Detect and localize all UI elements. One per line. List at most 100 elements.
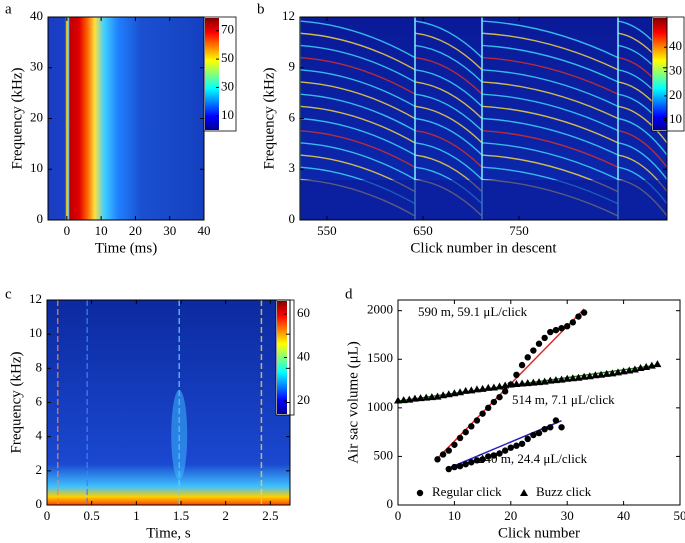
circle-marker xyxy=(456,434,464,442)
spectrogram-texture xyxy=(299,56,416,95)
circle-marker xyxy=(468,459,475,466)
spectrogram-texture xyxy=(414,105,483,144)
y-tick-label: 4 xyxy=(36,428,43,443)
triangle-marker xyxy=(439,391,448,399)
triangle-marker xyxy=(597,370,606,378)
circle-marker xyxy=(496,450,503,457)
y-tick-label: 0 xyxy=(289,211,296,226)
circle-marker xyxy=(479,410,486,417)
y-tick-label: 10 xyxy=(29,325,42,340)
colorbar-tick-label: 30 xyxy=(669,63,682,78)
y-axis-label: Frequency (kHz) xyxy=(261,67,277,169)
panel-label: d xyxy=(345,286,353,302)
y-tick-label: 2000 xyxy=(367,302,393,317)
legend-label: Buzz click xyxy=(536,484,592,499)
spectrogram-texture xyxy=(414,32,483,71)
triangle-marker xyxy=(568,374,577,382)
spectrogram-texture xyxy=(414,20,483,59)
circle-marker xyxy=(434,456,441,463)
y-tick-label: 0 xyxy=(387,496,394,511)
colorbar xyxy=(205,18,219,130)
triangle-marker xyxy=(518,379,527,387)
y-tick-label: 0 xyxy=(37,211,44,226)
x-axis-label: Time, s xyxy=(146,525,191,541)
spectrogram-texture xyxy=(481,93,619,132)
circle-marker xyxy=(485,404,492,412)
y-tick-label: 0 xyxy=(36,496,43,511)
spectrogram-texture xyxy=(299,81,416,120)
colorbar-tick-label: 40 xyxy=(669,38,682,53)
colorbar-tick-label: 10 xyxy=(669,111,682,126)
fit-annotation: 514 m, 7.1 μL/click xyxy=(512,392,615,407)
spectrogram-texture xyxy=(299,93,416,132)
spectrogram-texture xyxy=(414,81,483,120)
circle-marker xyxy=(558,424,565,431)
triangle-marker xyxy=(653,360,662,368)
triangle-marker xyxy=(613,368,622,376)
spectrogram-texture xyxy=(481,105,619,144)
y-tick-label: 6 xyxy=(289,109,296,124)
x-tick-label: 20 xyxy=(504,508,517,523)
circle-marker xyxy=(518,361,526,369)
circle-marker xyxy=(524,435,531,443)
circle-marker xyxy=(496,393,503,401)
x-tick-label: 0 xyxy=(64,223,71,238)
spectrogram-texture xyxy=(617,105,668,144)
triangle-marker xyxy=(591,371,600,379)
triangle-marker xyxy=(422,393,431,401)
circle-marker xyxy=(507,444,514,451)
spectrogram-texture xyxy=(299,129,416,168)
panel-label: a xyxy=(5,1,12,17)
panel-label: b xyxy=(257,1,265,17)
y-tick-label: 8 xyxy=(36,359,43,374)
circle-marker xyxy=(530,431,537,439)
triangle-marker xyxy=(546,376,555,384)
x-tick-label: 1.5 xyxy=(173,508,189,523)
spectrogram-texture xyxy=(300,180,667,220)
spectrogram xyxy=(48,17,204,220)
triangle-marker xyxy=(416,394,425,402)
spectrogram-texture xyxy=(481,69,619,107)
fit-annotation: 240 m, 24.4 μL/click xyxy=(478,451,588,466)
circle-marker xyxy=(501,447,509,454)
circle-marker xyxy=(541,426,548,433)
triangle-marker xyxy=(405,395,414,403)
circle-marker xyxy=(547,424,554,431)
spectrogram-texture xyxy=(617,142,668,180)
x-tick-label: 10 xyxy=(95,223,108,238)
triangle-marker xyxy=(484,383,493,391)
x-tick-label: 550 xyxy=(317,223,337,238)
spectrogram-texture xyxy=(481,20,619,59)
triangle-marker xyxy=(450,389,459,397)
circle-marker xyxy=(541,334,548,342)
colorbar xyxy=(653,18,667,130)
y-axis-label: Frequency (kHz) xyxy=(8,351,24,453)
circle-marker xyxy=(518,440,526,447)
spectrogram-texture xyxy=(299,69,416,107)
x-axis-label: Click number in descent xyxy=(410,240,557,256)
circle-marker xyxy=(468,423,475,430)
triangle-marker xyxy=(495,382,504,390)
triangle-marker xyxy=(501,381,510,389)
spectrogram-texture xyxy=(481,129,619,168)
circle-marker xyxy=(580,309,588,316)
x-tick-label: 0 xyxy=(44,508,51,523)
spectrogram-texture xyxy=(299,142,416,181)
y-tick-label: 20 xyxy=(30,109,43,124)
circle-marker xyxy=(490,398,498,406)
x-tick-label: 2 xyxy=(222,508,229,523)
circle-marker xyxy=(451,463,458,471)
y-tick-label: 9 xyxy=(289,59,296,74)
circle-marker xyxy=(456,462,464,470)
circle-marker xyxy=(479,456,486,463)
circle-marker xyxy=(547,328,554,336)
circle-marker xyxy=(473,417,481,424)
circle-marker xyxy=(575,313,582,320)
circle-marker xyxy=(513,442,520,449)
colorbar-tick-label: 70 xyxy=(221,22,234,37)
triangle-marker xyxy=(557,375,566,383)
y-tick-label: 2 xyxy=(36,462,43,477)
triangle-marker xyxy=(636,364,645,372)
spectrogram-texture xyxy=(414,129,483,168)
spectrogram-texture xyxy=(617,129,668,168)
